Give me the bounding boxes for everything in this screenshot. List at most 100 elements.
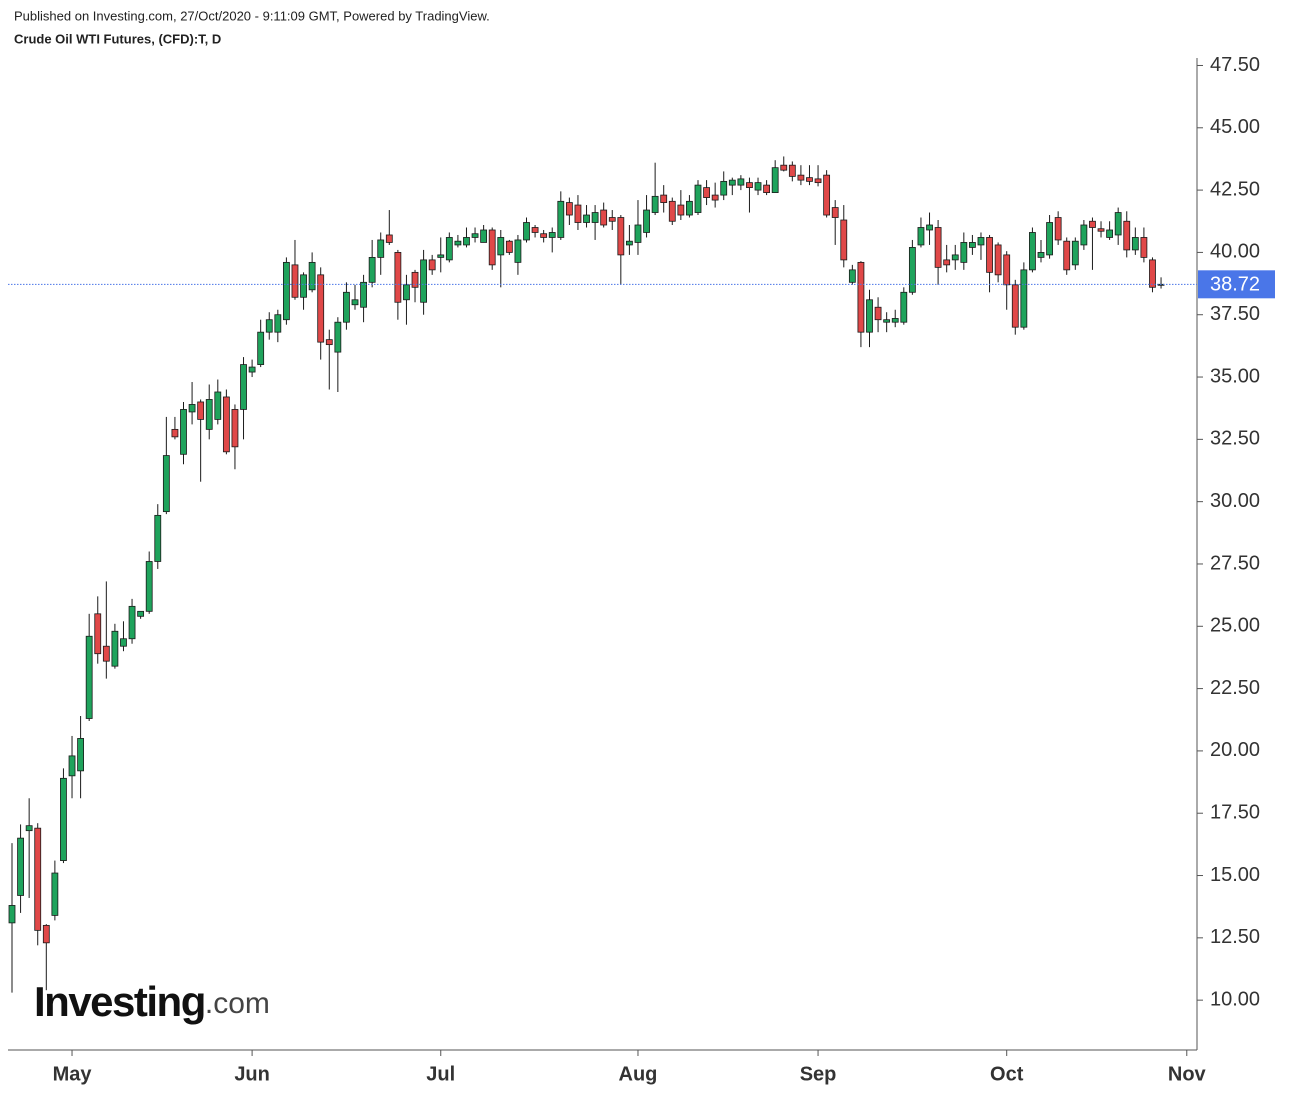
candles: [8, 156, 1165, 993]
candle-body: [1029, 232, 1036, 271]
candle-body: [746, 182, 753, 189]
candle-body: [1011, 284, 1019, 328]
y-tick-label: 40.00: [1210, 241, 1260, 263]
candle-body: [317, 274, 325, 343]
candle-body: [403, 284, 410, 301]
candle-body: [145, 561, 153, 612]
candle-body: [686, 200, 693, 216]
candle-body: [771, 167, 779, 193]
candle-body: [137, 610, 145, 617]
y-tick-label: 17.50: [1210, 801, 1260, 823]
candle-body: [420, 259, 428, 303]
candle-body: [960, 242, 968, 263]
candle-body: [626, 240, 633, 246]
candle-body: [274, 314, 282, 333]
candle-body: [891, 318, 899, 323]
candle-body: [608, 217, 616, 222]
candle-body: [1071, 240, 1079, 266]
candle-body: [368, 256, 376, 283]
candle-body: [780, 164, 788, 171]
watermark-main: Investing: [34, 978, 205, 1025]
candle-body: [265, 319, 273, 333]
candle-body: [197, 401, 205, 420]
y-tick-label: 35.00: [1210, 365, 1260, 387]
x-tick-label: Oct: [990, 1063, 1024, 1085]
candle-body: [463, 237, 470, 246]
candle-body: [77, 738, 84, 772]
candle-body: [120, 638, 127, 647]
candle-body: [291, 264, 299, 298]
candle-body: [42, 924, 50, 944]
candle-body: [694, 184, 702, 213]
y-tick-label: 27.50: [1210, 552, 1260, 574]
watermark-suffix: .com: [205, 987, 270, 1020]
candle-body: [943, 259, 951, 266]
published-note: Published on Investing.com, 27/Oct/2020 …: [14, 8, 490, 23]
candle-body: [994, 244, 1002, 276]
candle-body: [754, 182, 762, 191]
y-tick-label: 15.00: [1210, 864, 1260, 886]
candle-body: [282, 261, 290, 321]
x-tick-label: May: [53, 1063, 93, 1085]
candle-body: [788, 164, 796, 177]
symbol-title: Crude Oil WTI Futures, (CFD):T, D: [14, 31, 221, 46]
candle-body: [1131, 237, 1139, 251]
candle-body: [1046, 222, 1053, 256]
candle-body: [214, 391, 222, 420]
candle-body: [583, 214, 590, 223]
candle-body: [128, 605, 136, 640]
candle-body: [334, 321, 342, 353]
candle-body: [1080, 224, 1088, 246]
x-tick-label: Nov: [1168, 1063, 1207, 1085]
candle-body: [308, 261, 316, 291]
candle-body: [591, 212, 599, 223]
candle-body: [171, 428, 179, 438]
candle-body: [17, 837, 24, 896]
candle-body: [1123, 220, 1131, 251]
candle-body: [34, 827, 42, 931]
candle-body: [102, 645, 110, 662]
candle-body: [763, 184, 770, 193]
y-tick-label: 45.00: [1210, 116, 1260, 138]
candle-body: [1020, 269, 1028, 328]
x-tick-label: Jul: [426, 1063, 455, 1085]
candle-body: [600, 209, 608, 226]
candle-body: [351, 299, 359, 306]
candle-body: [814, 178, 822, 184]
candle-body: [231, 409, 239, 448]
candle-body: [926, 224, 933, 231]
y-tick-label: 22.50: [1210, 677, 1260, 699]
last-price-box: [1198, 270, 1275, 299]
candle-body: [806, 177, 813, 182]
candle-body: [668, 200, 676, 222]
candle-body: [540, 233, 548, 238]
candle-body: [60, 777, 67, 861]
candle-body: [840, 219, 848, 261]
candle-body: [711, 194, 719, 201]
y-tick-label: 12.50: [1210, 926, 1260, 948]
candle-body: [677, 204, 685, 216]
candle-body: [728, 179, 736, 186]
y-tick-label: 47.50: [1210, 54, 1260, 76]
candle-body: [634, 224, 642, 243]
candle-body: [188, 404, 196, 413]
candle-body: [437, 254, 445, 258]
y-tick-label: 10.00: [1210, 988, 1260, 1010]
candle-body: [934, 227, 942, 268]
y-tick-label: 20.00: [1210, 739, 1260, 761]
candle-body: [505, 240, 513, 253]
candle-body: [643, 209, 650, 233]
candle-body: [68, 755, 76, 777]
candle-body: [240, 364, 247, 410]
candle-body: [394, 252, 402, 303]
candle-body: [480, 229, 488, 243]
candle-body: [900, 291, 908, 323]
candle-body: [831, 207, 839, 218]
candle-body: [85, 635, 93, 719]
candle-body: [377, 239, 385, 258]
candle-body: [883, 319, 891, 323]
candle-body: [737, 178, 745, 186]
candle-body: [857, 261, 865, 333]
